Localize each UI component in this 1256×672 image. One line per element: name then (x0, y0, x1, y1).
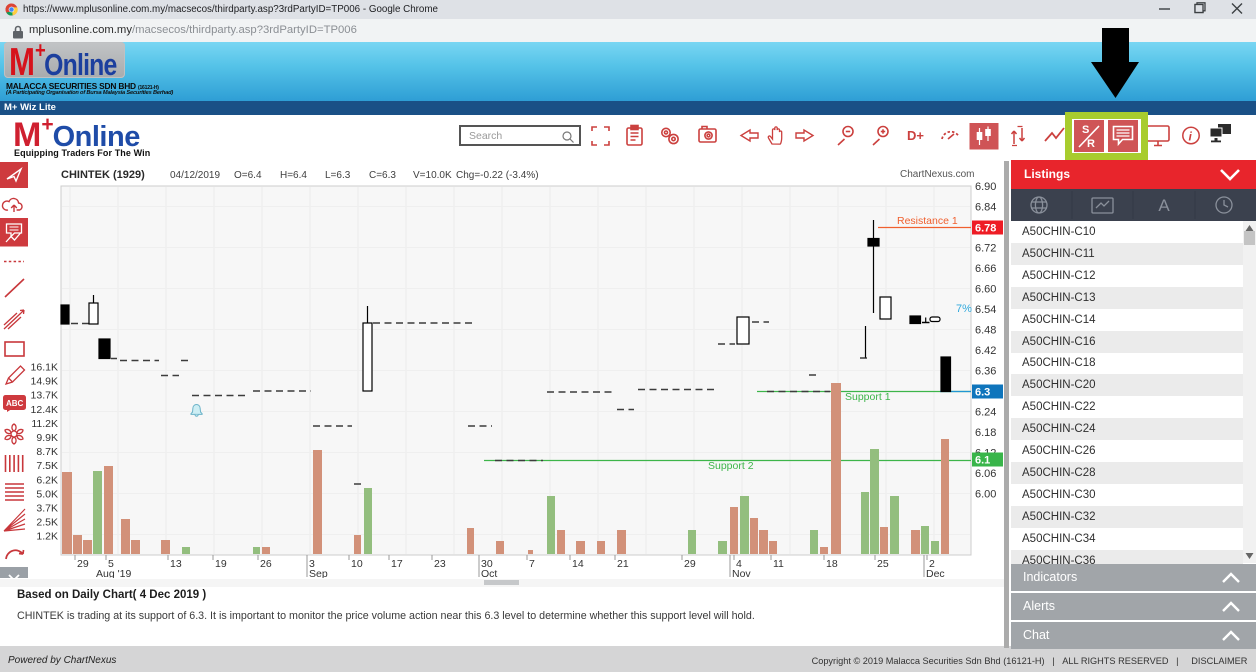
svg-text:6.48: 6.48 (975, 325, 996, 337)
svg-text:ABC: ABC (6, 399, 24, 408)
svg-text:18: 18 (826, 558, 838, 570)
svg-text:i: i (1189, 130, 1193, 144)
svg-text:6.36: 6.36 (975, 366, 996, 378)
svg-text:R: R (1087, 138, 1095, 150)
svg-text:A: A (1158, 196, 1170, 215)
svg-text:8.7K: 8.7K (36, 446, 58, 458)
svg-text:S: S (1082, 124, 1089, 136)
svg-text:14: 14 (572, 558, 584, 570)
svg-text:Support 2: Support 2 (708, 460, 754, 472)
svg-text:16.1K: 16.1K (31, 362, 58, 374)
svg-text:7: 7 (529, 558, 535, 570)
svg-text:29: 29 (684, 558, 696, 570)
svg-text:11.2K: 11.2K (31, 418, 58, 430)
svg-text:13: 13 (170, 558, 182, 570)
svg-text:Dec: Dec (926, 568, 945, 580)
svg-text:6.00: 6.00 (975, 489, 996, 501)
svg-text:6.60: 6.60 (975, 284, 996, 296)
svg-text:6.2K: 6.2K (36, 474, 58, 486)
svg-text:6.66: 6.66 (975, 263, 996, 275)
svg-text:6.1: 6.1 (975, 455, 990, 467)
svg-text:1.2K: 1.2K (36, 531, 58, 543)
svg-text:Nov: Nov (732, 568, 751, 580)
svg-text:6.78: 6.78 (975, 223, 996, 235)
svg-text:13.7K: 13.7K (31, 390, 58, 402)
svg-text:7%: 7% (956, 303, 972, 315)
svg-text:4: 4 (736, 558, 742, 570)
svg-text:D+: D+ (907, 128, 924, 143)
svg-text:6.24: 6.24 (975, 407, 996, 419)
svg-text:30: 30 (481, 558, 493, 570)
svg-text:6.72: 6.72 (975, 243, 996, 255)
svg-text:2.5K: 2.5K (36, 517, 58, 529)
svg-text:Sep: Sep (309, 568, 328, 580)
svg-text:10: 10 (351, 558, 363, 570)
svg-text:19: 19 (215, 558, 227, 570)
svg-text:21: 21 (617, 558, 629, 570)
svg-text:3: 3 (309, 558, 315, 570)
svg-text:14.9K: 14.9K (31, 376, 58, 388)
svg-text:6.90: 6.90 (975, 181, 996, 193)
svg-text:23: 23 (434, 558, 446, 570)
svg-text:3.7K: 3.7K (36, 503, 58, 515)
svg-text:5.0K: 5.0K (36, 488, 58, 500)
svg-text:6.18: 6.18 (975, 427, 996, 439)
svg-text:25: 25 (877, 558, 889, 570)
svg-text:6.3: 6.3 (975, 387, 990, 399)
svg-text:6.06: 6.06 (975, 468, 996, 480)
svg-text:Aug '19: Aug '19 (96, 568, 131, 580)
svg-text:26: 26 (260, 558, 272, 570)
svg-text:6.84: 6.84 (975, 202, 996, 214)
svg-text:5: 5 (108, 558, 114, 570)
svg-text:7.5K: 7.5K (36, 460, 58, 472)
svg-text:6.42: 6.42 (975, 345, 996, 357)
svg-text:2: 2 (929, 558, 935, 570)
svg-text:17: 17 (391, 558, 403, 570)
svg-text:9.9K: 9.9K (36, 432, 58, 444)
svg-text:6.54: 6.54 (975, 304, 996, 316)
svg-text:Support 1: Support 1 (845, 391, 891, 403)
svg-text:12.4K: 12.4K (31, 404, 58, 416)
svg-text:11: 11 (773, 558, 784, 570)
svg-text:29: 29 (77, 558, 89, 570)
svg-text:Resistance 1: Resistance 1 (897, 215, 958, 227)
svg-text:Oct: Oct (481, 568, 497, 580)
